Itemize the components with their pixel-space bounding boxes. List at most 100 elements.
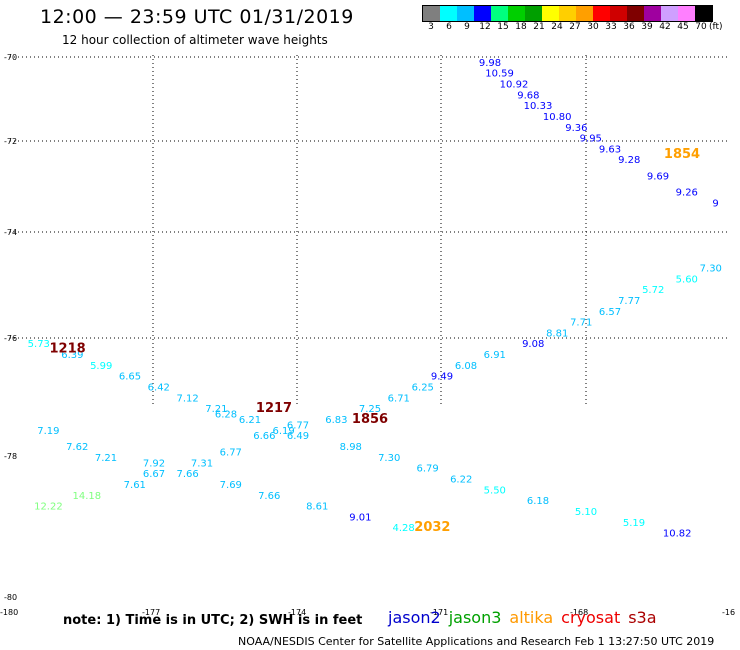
x-tick-label: -171 [430,608,448,617]
swh-data-label: 6.19 [272,426,294,437]
swh-data-label: 6.21 [239,415,261,426]
swh-data-label: 4.28 [392,523,414,534]
pass-time-label: 1856 [352,412,388,427]
color-scale-label: 30 [587,22,599,32]
color-scale-label: 6 [446,22,452,32]
color-scale-swatch [474,6,491,21]
swh-data-label: 7.71 [570,318,592,329]
color-scale-swatch [627,6,644,21]
y-tick-label: -80 [4,593,17,602]
color-scale-label: 9 [464,22,470,32]
pass-time-label: 2032 [414,520,450,535]
color-scale-swatch [423,6,440,21]
color-scale-swatch [491,6,508,21]
pass-time-label: 1217 [256,401,292,416]
x-tick-label: -180 [0,608,18,617]
footer-credit: NOAA/NESDIS Center for Satellite Applica… [238,635,715,648]
swh-data-label: 6.91 [484,350,506,361]
swh-data-label: 6.57 [599,307,621,318]
swh-data-label: 10.33 [524,101,553,112]
swh-data-label: 6.66 [253,431,275,442]
swh-data-label: 7.66 [176,469,198,480]
color-scale-label: 70 [695,22,707,32]
swh-data-label: 10.59 [485,69,514,80]
swh-data-label: 9.08 [522,339,544,350]
pass-time-label: 1218 [50,342,86,357]
color-scale-swatch [678,6,695,21]
satellite-legend: jason2 jason3 altika cryosat s3a [388,608,665,627]
satellite-legend-altika: altika [509,608,554,627]
swh-data-label: 8.61 [306,502,328,513]
swh-data-label: 7.66 [258,491,280,502]
swh-data-label: 6.28 [215,410,237,421]
y-tick-label: -72 [4,137,17,146]
swh-data-label: 5.10 [575,507,597,518]
swh-data-label: 7.77 [618,296,640,307]
swh-data-label: 9.28 [618,155,640,166]
swh-data-label: 7.21 [205,404,227,415]
color-scale-label: 21 [533,22,545,32]
chart-subtitle: 12 hour collection of altimeter wave hei… [62,33,328,47]
swh-data-label: 7.21 [95,453,117,464]
color-scale-label: 42 [659,22,671,32]
color-scale-label: 12 [479,22,491,32]
swh-data-label: 6.08 [455,361,477,372]
swh-data-label: 6.79 [416,464,438,475]
x-tick-label: -174 [288,608,306,617]
y-tick-label: -74 [4,228,17,237]
swh-data-label: 6.42 [148,383,170,394]
swh-data-label: 7.19 [37,426,59,437]
color-scale-swatch [508,6,525,21]
swh-data-label: 6.71 [388,393,410,404]
swh-data-label: 10.82 [663,529,692,540]
y-tick-label: -76 [4,334,17,343]
swh-data-label: 7.12 [176,393,198,404]
x-tick-label: -177 [142,608,160,617]
color-scale-label: 45 [677,22,689,32]
satellite-legend-jason2: jason2 [388,608,441,627]
swh-data-label: 6.49 [287,431,309,442]
swh-data-label: 9.98 [479,58,501,69]
swh-data-label: 7.92 [143,458,165,469]
color-scale-bar [422,5,713,22]
swh-data-label: 6.25 [412,383,434,394]
y-tick-label: -70 [4,53,17,62]
color-scale-swatch [542,6,559,21]
swh-data-label: 8.98 [340,442,362,453]
color-scale-swatch [576,6,593,21]
color-scale-swatch [610,6,627,21]
color-scale-label: 39 [641,22,653,32]
swh-data-label: 5.60 [676,274,698,285]
swh-data-label: 6.83 [325,415,347,426]
satellite-legend-s3a: s3a [628,608,657,627]
swh-data-label: 7.30 [700,263,722,274]
swh-data-label: 9.49 [431,372,453,383]
swh-data-label: 7.30 [378,453,400,464]
swh-data-label: 7.61 [124,480,146,491]
color-scale-swatch [695,6,712,21]
swh-data-label: 10.80 [543,112,572,123]
swh-data-label: 7.31 [191,458,213,469]
color-scale-label: 33 [605,22,617,32]
color-scale-swatch [661,6,678,21]
color-scale-swatch [644,6,661,21]
satellite-legend-cryosat: cryosat [561,608,621,627]
swh-data-label: 14.18 [72,491,101,502]
color-scale-swatch [559,6,576,21]
color-scale-label: 3 [428,22,434,32]
swh-data-label: 9.63 [599,144,621,155]
y-tick-label: -78 [4,452,17,461]
swh-data-label: 9.95 [580,134,602,145]
swh-data-label: 9.36 [565,123,587,134]
swh-data-label: 7.62 [66,442,88,453]
swh-data-label: 5.73 [28,339,50,350]
color-scale-label: 27 [569,22,581,32]
swh-data-label: 5.99 [90,361,112,372]
color-scale-label: 36 [623,22,635,32]
swh-data-label: 7.69 [220,480,242,491]
color-scale-swatch [593,6,610,21]
swh-data-label: 5.72 [642,285,664,296]
swh-data-label: 6.39 [61,350,83,361]
swh-data-label: 6.67 [143,469,165,480]
